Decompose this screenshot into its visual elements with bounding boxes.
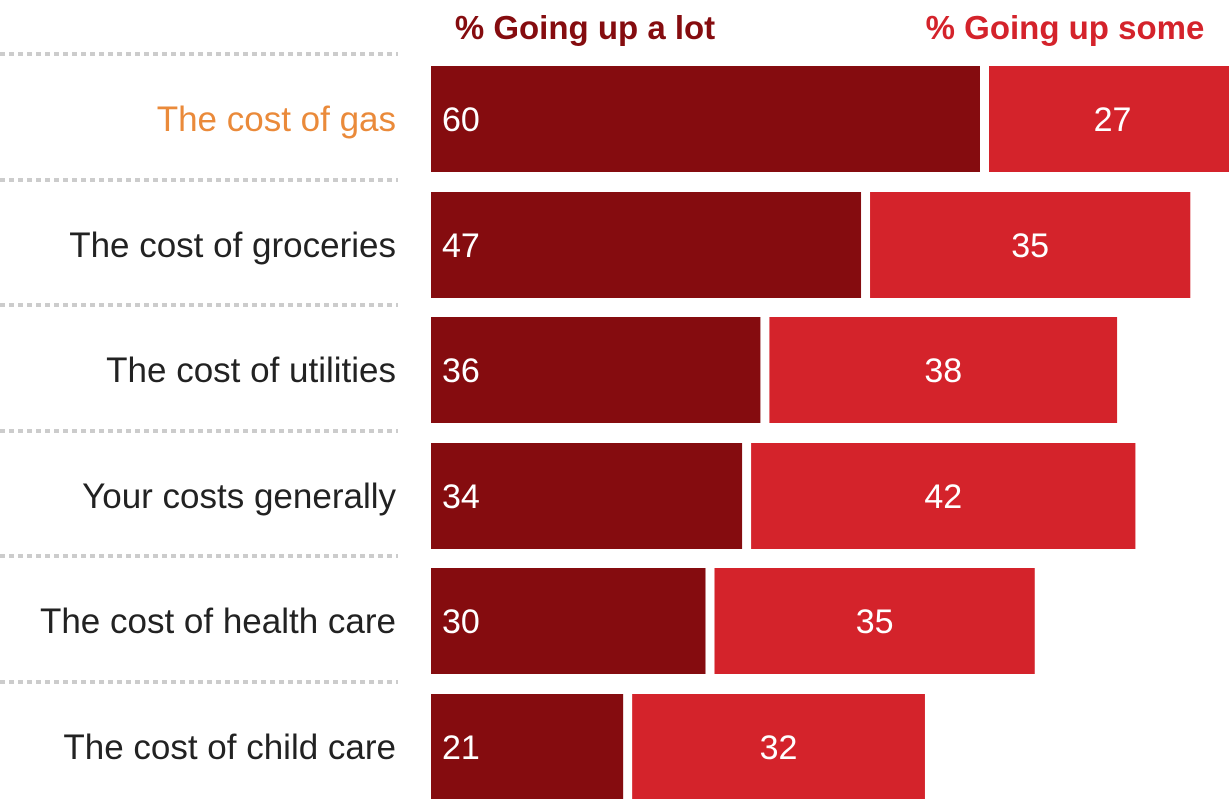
bar-value-label: 36 [442,352,480,390]
bar-going-up-a-lot [431,66,980,172]
chart-row: The cost of health care 30 35 [0,554,1035,674]
category-label: The cost of utilities [106,351,396,390]
bar-value-label: 21 [442,729,480,767]
bar-value-label: 27 [1094,101,1132,139]
chart-row: The cost of utilities 36 38 [0,303,1118,423]
category-label: Your costs generally [82,477,396,516]
chart-row: The cost of child care 21 32 [0,680,925,799]
bar-value-label: 47 [442,227,480,265]
bar-going-up-some [870,192,1191,298]
bar-value-label: 42 [924,478,962,516]
bar-going-up-some [714,568,1035,674]
bar-going-up-a-lot [431,443,743,549]
bar-going-up-a-lot [431,568,706,674]
bar-value-label: 32 [760,729,798,767]
chart-row: Your costs generally 34 42 [0,429,1136,549]
bar-value-label: 34 [442,478,480,516]
category-label: The cost of gas [157,100,396,139]
legend-label-series-2: % Going up some [926,9,1205,46]
legend-label-series-1: % Going up a lot [455,9,715,46]
bar-value-label: 38 [924,352,962,390]
bar-value-label: 30 [442,603,480,641]
bar-going-up-some [769,317,1118,423]
legend: % Going up a lot % Going up some [455,9,1205,46]
bar-going-up-a-lot [431,694,624,799]
bar-value-label: 35 [856,603,894,641]
chart-rows: The cost of gas 60 27 The cost of groceries… [0,52,1229,799]
chart-row: The cost of groceries 47 35 [0,178,1191,298]
bar-going-up-a-lot [431,317,761,423]
bar-going-up-some [632,694,925,799]
bar-going-up-some [989,66,1229,172]
bar-going-up-a-lot [431,192,862,298]
category-label: The cost of child care [63,728,396,767]
category-label: The cost of groceries [69,226,396,265]
bar-value-label: 35 [1011,227,1049,265]
bar-value-label: 60 [442,101,480,139]
bar-going-up-some [751,443,1136,549]
chart-row: The cost of gas 60 27 [0,52,1229,172]
category-label: The cost of health care [40,602,396,641]
